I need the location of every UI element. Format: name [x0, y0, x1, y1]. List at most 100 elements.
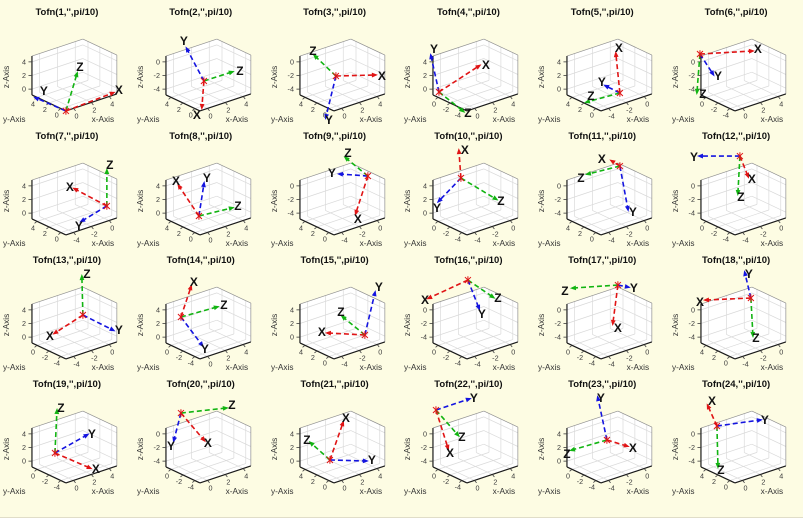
y-axis-label: y-Axis — [271, 487, 294, 496]
box-edge — [350, 162, 385, 180]
z-tick-label: 0 — [423, 85, 427, 94]
x-tick-label: -2 — [493, 229, 499, 238]
x-axis-label: x-Axis — [627, 363, 650, 372]
tick-mark — [727, 232, 731, 235]
y-tick-label: -2 — [176, 477, 182, 486]
grid-line — [165, 430, 217, 448]
z-axis-label: z-Axis — [270, 314, 279, 337]
tick-mark — [91, 226, 94, 230]
x-axis-label: x-Axis — [493, 486, 516, 496]
frame-label-x: X — [46, 329, 54, 343]
grid-line — [342, 80, 378, 97]
z-axis-label: z-Axis — [537, 438, 546, 461]
z-tick-label: -4 — [689, 209, 695, 218]
x-tick-label: -4 — [743, 235, 749, 244]
frame-arrow-z — [587, 92, 621, 103]
tick-mark — [340, 356, 344, 360]
z-axis-label: z-Axis — [136, 314, 145, 337]
z-tick-label: 0 — [557, 85, 561, 94]
box-edge — [299, 410, 351, 429]
frame-arrow-z — [467, 279, 494, 298]
tick-mark — [242, 468, 246, 472]
frame-arrow-x — [200, 80, 205, 108]
x-axis-edge — [601, 341, 653, 360]
box-edge — [31, 38, 84, 57]
y-axis-label: y-Axis — [538, 239, 561, 248]
tick-mark — [581, 474, 585, 478]
subplot-grid: Tofn(1,'',pi/10) 4 4 0 2 2 2 0 0 4 z-Axis y-Axis x-A… — [0, 7, 787, 501]
grid-line — [31, 58, 84, 76]
x-tick-label: 0 — [476, 483, 480, 492]
x-tick-label: 0 — [646, 224, 650, 233]
tick-mark — [447, 350, 451, 354]
frame-label-y: Y — [598, 75, 606, 89]
box-edge — [433, 286, 485, 305]
x-axis-label: x-Axis — [225, 363, 248, 372]
grid-line — [701, 58, 753, 76]
x-tick-label: 0 — [208, 359, 212, 368]
frame-label-z: Z — [562, 284, 569, 298]
y-tick-label: 4 — [299, 223, 303, 232]
z-tick-label: 0 — [290, 457, 294, 466]
y-tick-label: -2 — [711, 229, 717, 238]
grid-line — [328, 91, 380, 109]
y-tick-label: -4 — [589, 483, 595, 492]
y-axis-label: y-Axis — [538, 363, 561, 372]
arrowhead-x — [72, 187, 79, 193]
grid-line — [618, 44, 653, 62]
tick-mark — [715, 350, 719, 354]
box-edge — [350, 38, 385, 56]
frame-label-x: X — [708, 394, 716, 408]
grid-line — [484, 168, 519, 186]
x-tick-label: 2 — [762, 477, 766, 486]
tick-mark — [760, 102, 763, 106]
subplot-cell-20: Tofn(20,'',pi/10) 0 0 0 -2 -2 2 -4 -4 4 z-Axis y-Ax… — [134, 377, 268, 501]
tick-mark — [168, 221, 172, 224]
z-tick-label: 0 — [156, 333, 160, 342]
y-axis-label: y-Axis — [672, 115, 695, 124]
grid-line — [31, 44, 84, 63]
subplot-cell-13: Tofn(13,'',pi/10) 4 0 -4 2 -2 -2 0 -4 0 z-Axis y-Ax… — [0, 253, 134, 377]
tick-mark — [593, 356, 597, 359]
arrowhead-z — [489, 293, 496, 299]
z-tick-label: 0 — [423, 429, 427, 438]
grid-line — [350, 44, 385, 62]
x-axis-label: x-Axis — [225, 487, 248, 496]
arrowhead-y — [476, 304, 481, 311]
tick-mark — [358, 226, 362, 230]
box-edge — [484, 410, 519, 428]
box-edge — [82, 410, 117, 428]
frame-arrow-z — [54, 411, 58, 454]
y-tick-label: 2 — [177, 105, 181, 114]
frame-label-x: X — [342, 411, 350, 425]
box-edge — [618, 286, 653, 304]
frame-arrow-x — [54, 452, 91, 469]
tick-mark — [760, 474, 763, 478]
subplot-title: Tofn(19,'',pi/10) — [32, 379, 102, 390]
grid-line — [610, 452, 645, 469]
frame-label-z: Z — [76, 60, 83, 74]
grid-line — [610, 80, 645, 97]
box-edge — [299, 162, 351, 181]
grid-line — [342, 328, 378, 345]
x-tick-label: 2 — [226, 477, 230, 486]
z-tick-label: 4 — [557, 429, 561, 438]
x-tick-label: 0 — [342, 483, 346, 492]
tick-mark — [608, 480, 612, 484]
subplot-canvas: 0 0 0 -2 -2 2 -4 -4 4 z-Axis y-Axis x-Axis X Y Z — [136, 398, 252, 496]
z-tick-label: -4 — [287, 85, 293, 94]
subplot-title: Tofn(3,'',pi/10) — [303, 7, 367, 18]
frame-arrow-y — [324, 75, 337, 118]
x-tick-label: 0 — [75, 483, 79, 492]
y-tick-label: 2 — [578, 229, 582, 238]
frame-arrow-y — [605, 85, 621, 94]
z-axis-label: z-Axis — [671, 314, 680, 337]
frame-label-x: X — [172, 174, 180, 188]
arrowhead-z — [312, 53, 319, 60]
y-tick-label: -4 — [54, 483, 60, 492]
y-axis-edge — [433, 218, 468, 236]
z-tick-label: 0 — [691, 181, 695, 190]
arrowhead-x — [86, 464, 93, 470]
